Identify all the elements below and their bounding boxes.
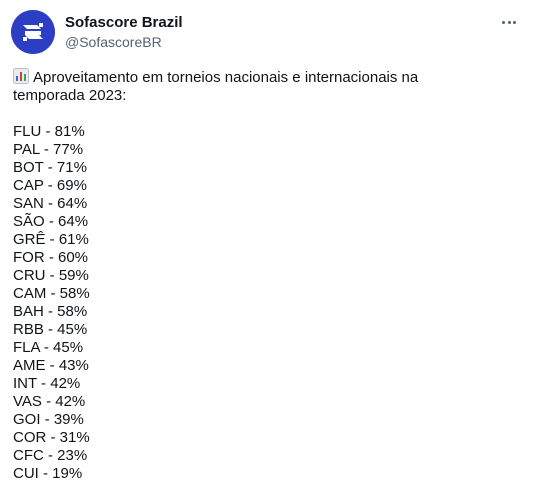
more-dot-icon bbox=[502, 20, 506, 24]
list-item: COR - 31% bbox=[13, 429, 90, 446]
list-item: FLU - 81% bbox=[13, 123, 85, 140]
author-display-name[interactable]: Sofascore Brazil bbox=[65, 14, 183, 31]
list-item: VAS - 42% bbox=[13, 393, 86, 410]
list-item: SÃO - 64% bbox=[13, 213, 89, 230]
tweet-headline-line2: temporada 2023: bbox=[13, 87, 127, 104]
more-dot-icon bbox=[512, 20, 516, 24]
more-options-button[interactable] bbox=[499, 12, 519, 32]
list-item: INT - 42% bbox=[13, 375, 81, 392]
list-item: FLA - 45% bbox=[13, 339, 84, 356]
tweet-headline: Aproveitamento em torneios nacionais e i… bbox=[13, 68, 518, 105]
author-block: Sofascore Brazil @SofascoreBR bbox=[65, 14, 183, 51]
list-item: AME - 43% bbox=[13, 357, 89, 374]
list-item: FOR - 60% bbox=[13, 249, 89, 266]
standings-list: FLU - 81% PAL - 77% BOT - 71% CAP - 69% … bbox=[13, 123, 518, 483]
list-item: GRÊ - 61% bbox=[13, 231, 89, 248]
author-handle[interactable]: @SofascoreBR bbox=[65, 34, 162, 50]
list-item: GOI - 39% bbox=[13, 411, 84, 428]
list-item: CAP - 69% bbox=[13, 177, 87, 194]
list-item: CUI - 19% bbox=[13, 465, 83, 482]
sofascore-logo-icon bbox=[11, 10, 55, 54]
list-item: CAM - 58% bbox=[13, 285, 90, 302]
list-item: CRU - 59% bbox=[13, 267, 89, 284]
tweet-headline-line1: Aproveitamento em torneios nacionais e i… bbox=[33, 69, 419, 86]
list-item: SAN - 64% bbox=[13, 195, 88, 212]
list-item: RBB - 45% bbox=[13, 321, 88, 338]
list-item: BAH - 58% bbox=[13, 303, 88, 320]
list-item: BOT - 71% bbox=[13, 159, 87, 176]
more-dot-icon bbox=[507, 20, 511, 24]
list-item: CFC - 23% bbox=[13, 447, 88, 464]
tweet-text: Aproveitamento em torneios nacionais e i… bbox=[13, 68, 518, 483]
list-item: PAL - 77% bbox=[13, 141, 84, 158]
avatar[interactable] bbox=[11, 10, 55, 54]
bar-chart-icon bbox=[13, 68, 29, 84]
